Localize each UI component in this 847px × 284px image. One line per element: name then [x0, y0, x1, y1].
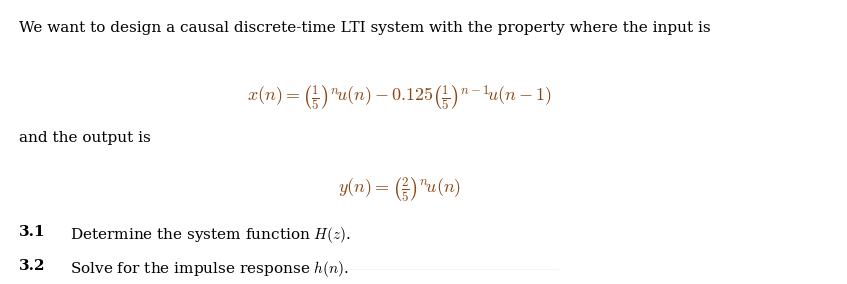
Text: $y(n) = \left(\frac{2}{5}\right)^{n}\!u(n)$: $y(n) = \left(\frac{2}{5}\right)^{n}\!u(…: [338, 176, 461, 204]
Text: 3.1: 3.1: [19, 225, 45, 239]
Text: 3.2: 3.2: [19, 259, 45, 273]
Text: Determine the system function $H(z)$.: Determine the system function $H(z)$.: [70, 225, 352, 245]
Text: Solve for the impulse response $h(n)$.: Solve for the impulse response $h(n)$.: [70, 259, 349, 279]
Text: We want to design a causal discrete-time LTI system with the property where the : We want to design a causal discrete-time…: [19, 22, 711, 36]
Text: $x(n) = \left(\frac{1}{5}\right)^{n}\!u(n) - 0.125\left(\frac{1}{5}\right)^{n-1}: $x(n) = \left(\frac{1}{5}\right)^{n}\!u(…: [246, 83, 551, 112]
Text: and the output is: and the output is: [19, 131, 151, 145]
